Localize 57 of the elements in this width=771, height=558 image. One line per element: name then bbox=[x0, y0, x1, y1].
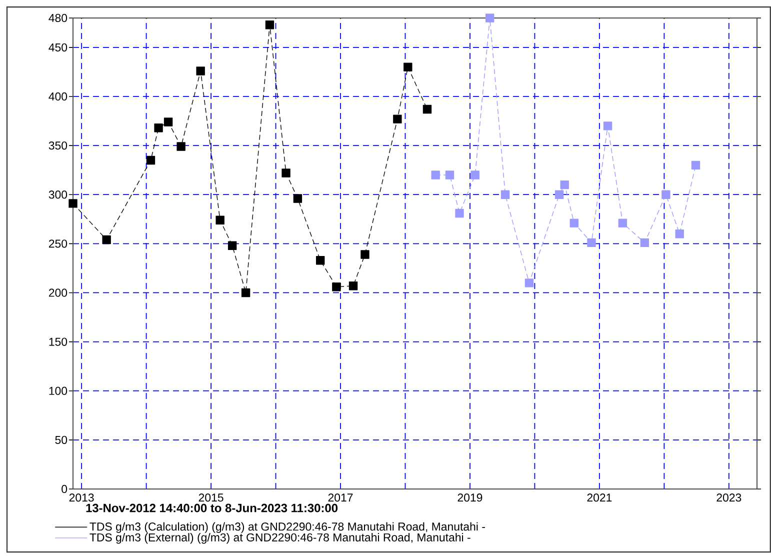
point bbox=[360, 250, 370, 259]
y-tick-label: 400 bbox=[48, 92, 68, 101]
y-tick-label: 450 bbox=[48, 43, 68, 52]
point bbox=[560, 180, 569, 190]
point bbox=[282, 168, 290, 178]
point bbox=[455, 208, 464, 218]
point bbox=[691, 160, 700, 170]
point bbox=[146, 156, 156, 165]
y-tick-label: 0 bbox=[62, 484, 68, 494]
point bbox=[316, 256, 325, 265]
point bbox=[587, 238, 596, 248]
point bbox=[570, 218, 578, 228]
x-axis-title: 13-Nov-2012 14:40:00 to 8-Jun-2023 11:30:00 bbox=[86, 504, 338, 512]
y-tick-label: 150 bbox=[49, 338, 68, 346]
x-tick-label: 2017 bbox=[328, 494, 353, 502]
x-tick-label: 2015 bbox=[198, 494, 224, 502]
y-tick-label: 50 bbox=[55, 436, 68, 444]
y-tick-label: 300 bbox=[48, 190, 68, 199]
x-tick-label: 2013 bbox=[69, 494, 94, 502]
point bbox=[265, 20, 274, 30]
point bbox=[154, 124, 163, 132]
point bbox=[102, 235, 111, 244]
point bbox=[603, 122, 612, 130]
point bbox=[348, 282, 358, 290]
point bbox=[485, 14, 494, 22]
legend-label: TDS g/m3 (Calculation) (g/m3) at GND2290:46-78 Manutahi Road, Manutahi - bbox=[90, 522, 485, 533]
x-tick-label: 2019 bbox=[458, 494, 482, 502]
point bbox=[228, 241, 237, 250]
point bbox=[293, 194, 302, 203]
point bbox=[554, 190, 564, 199]
point bbox=[675, 230, 684, 238]
y-tick-label: 480 bbox=[48, 14, 68, 22]
point bbox=[176, 142, 186, 151]
point bbox=[524, 278, 534, 288]
y-tick-label: 200 bbox=[48, 288, 68, 297]
point bbox=[393, 114, 402, 124]
point bbox=[241, 288, 250, 298]
point bbox=[500, 190, 510, 199]
point bbox=[216, 216, 224, 224]
y-tick-label: 350 bbox=[48, 141, 68, 150]
point bbox=[470, 170, 480, 180]
x-tick-label: 2023 bbox=[716, 494, 742, 502]
point bbox=[445, 170, 454, 180]
point bbox=[422, 104, 432, 114]
y-tick-label: 250 bbox=[48, 240, 68, 248]
point bbox=[332, 282, 341, 292]
point bbox=[196, 66, 205, 76]
x-tick-label: 2021 bbox=[587, 494, 612, 502]
y-tick-label: 100 bbox=[49, 386, 68, 395]
point bbox=[618, 218, 628, 228]
point bbox=[431, 170, 440, 180]
point bbox=[404, 62, 412, 72]
point bbox=[164, 118, 173, 126]
point bbox=[68, 199, 78, 208]
point bbox=[640, 238, 650, 248]
point bbox=[662, 190, 670, 199]
legend-label: TDS g/m3 (External) (g/m3) at GND2290:46-78 Manutahi Road, Manutahi - bbox=[90, 533, 470, 544]
